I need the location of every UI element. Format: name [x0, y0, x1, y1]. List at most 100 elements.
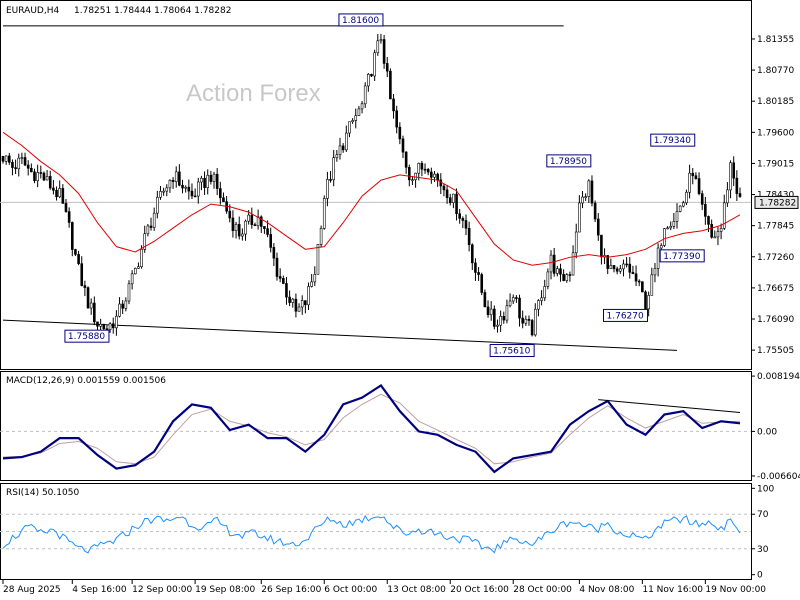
x-tick-label: 28 Aug 2025 [3, 585, 61, 595]
candle-body [269, 234, 273, 248]
candle-body [552, 254, 556, 274]
candle-body [559, 268, 562, 275]
x-tick-label: 19 Nov 00:00 [705, 585, 766, 595]
candle-body [672, 221, 676, 227]
candle-body [23, 157, 27, 166]
last-price-label: 1.78282 [759, 198, 796, 208]
price-annotation-label: 1.79340 [654, 136, 691, 146]
candle-body [445, 189, 449, 199]
candle-body [650, 274, 654, 296]
candle-body [392, 98, 395, 112]
candle-body [45, 176, 49, 181]
candle-body [496, 324, 499, 327]
price-tick-label: 1.77260 [757, 253, 794, 263]
candle-body [168, 180, 172, 189]
candle-body [666, 227, 669, 230]
candle-body [181, 184, 184, 189]
candle-body [121, 303, 124, 309]
x-tick-label: 11 Nov 16:00 [642, 585, 703, 595]
candle-body [719, 227, 723, 232]
candle-body [341, 145, 345, 151]
candle-body [704, 204, 707, 217]
candle-body [288, 296, 291, 303]
candle-body [282, 278, 285, 284]
candle-body [556, 268, 559, 274]
candle-body [477, 272, 480, 275]
x-tick-label: 13 Oct 08:00 [387, 585, 446, 595]
candle-body [80, 263, 84, 286]
candle-body [14, 167, 17, 170]
candle-body [322, 198, 326, 229]
candle-body [4, 155, 8, 162]
price-annotation-box [659, 249, 705, 263]
candle-body [263, 226, 266, 229]
candle-body [351, 120, 354, 123]
candle-body [593, 202, 597, 220]
candle-body [329, 179, 332, 181]
candle-body [436, 173, 439, 181]
rsi-tick-label: 30 [757, 545, 769, 555]
candle-body [313, 273, 317, 283]
candle-body [93, 302, 96, 323]
candle-body [17, 157, 21, 170]
candle-body [612, 265, 616, 270]
candle-body [565, 274, 569, 281]
candle-body [200, 177, 203, 183]
candle-body [729, 162, 732, 191]
x-tick-label: 4 Sep 16:00 [72, 585, 127, 595]
candle-body [483, 292, 487, 308]
candle-body [716, 231, 720, 238]
candle-body [713, 236, 717, 239]
candle-body [574, 231, 578, 254]
candle-body [461, 218, 465, 221]
candle-body [653, 268, 657, 276]
candle-body [669, 226, 673, 229]
symbol-label: EURAUD,H4 [6, 6, 59, 16]
candle-body [319, 228, 323, 245]
price-tick-label: 1.79015 [757, 159, 794, 169]
candle-body [140, 249, 143, 267]
candle-body [244, 220, 247, 235]
candle-body [310, 281, 313, 287]
candle-body [442, 185, 446, 191]
candle-body [385, 63, 389, 72]
candle-body [237, 224, 241, 237]
candle-body [493, 308, 496, 327]
candle-body [480, 274, 484, 293]
macd-tick-label: 0.008194 [757, 372, 800, 382]
candle-body [694, 175, 698, 179]
candle-body [316, 244, 320, 275]
candle-body [370, 73, 373, 77]
candle-body [382, 39, 386, 64]
candle-body [105, 328, 109, 331]
candle-body [407, 167, 411, 181]
macd-trendline [598, 399, 741, 413]
candle-body [203, 177, 206, 189]
candle-body [304, 300, 307, 306]
candle-body [697, 178, 701, 194]
candle-body [285, 283, 288, 298]
candle-body [234, 224, 238, 231]
candle-body [596, 218, 600, 236]
candle-body [143, 233, 147, 250]
candle-body [156, 196, 159, 214]
candle-body [379, 39, 383, 42]
candle-body [549, 254, 553, 273]
rsi-tick-label: 70 [757, 510, 769, 520]
candle-body [193, 195, 197, 198]
candle-body [543, 286, 547, 299]
candle-body [502, 316, 506, 321]
candle-body [89, 302, 93, 309]
candle-body [354, 115, 358, 121]
candle-body [363, 85, 367, 105]
candle-body [99, 323, 102, 327]
candle-body [625, 263, 628, 266]
candle-body [395, 110, 398, 128]
candle-body [124, 300, 128, 309]
candle-body [48, 176, 52, 189]
candle-body [291, 298, 295, 303]
candle-body [622, 263, 625, 270]
candle-body [578, 202, 581, 233]
rsi-label: RSI(14) 50.1050 [6, 488, 79, 498]
candle-body [600, 234, 603, 258]
